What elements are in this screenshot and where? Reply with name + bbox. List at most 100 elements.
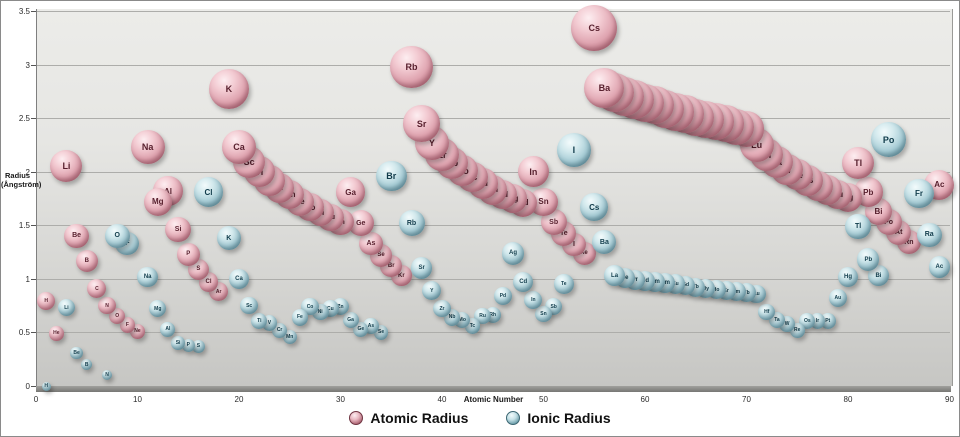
atomic-point-Ca[interactable]: Ca (222, 130, 256, 165)
ionic-point-Hg[interactable]: Hg (837, 266, 859, 287)
ionic-point-Br[interactable]: Br (375, 160, 407, 192)
ionic-point-Tl[interactable]: Tl (845, 213, 871, 240)
ionic-point-Na[interactable]: Na (137, 266, 158, 287)
x-tick-label: 10 (133, 395, 142, 404)
ionic-point-La[interactable]: La (604, 265, 625, 286)
atomic-point-N[interactable]: N (98, 296, 116, 315)
ionic-point-Ra[interactable]: Ra (916, 222, 942, 248)
atomic-point-Ba[interactable]: Ba (584, 68, 625, 109)
ionic-point-Bi[interactable]: Bi (868, 265, 889, 286)
ionic-point-Fe[interactable]: Fe (291, 309, 308, 326)
x-tick-label: 30 (336, 395, 345, 404)
ionic-point-Au[interactable]: Au (828, 289, 847, 308)
atomic-point-In[interactable]: In (517, 156, 550, 188)
gridline (37, 11, 950, 12)
atomic-point-Ga[interactable]: Ga (336, 177, 366, 207)
ionic-point-Hf[interactable]: Hf (758, 303, 776, 321)
ionic-point-S[interactable]: S (191, 339, 205, 353)
ionic-point-Rb[interactable]: Rb (398, 210, 425, 237)
atomic-point-As[interactable]: As (359, 231, 383, 256)
x-tick-label: 20 (234, 395, 244, 404)
ionic-point-Ca[interactable]: Ca (228, 268, 250, 289)
ionic-point-Sc[interactable]: Sc (240, 296, 258, 315)
chart-legend: Atomic Radius Ionic Radius (1, 410, 959, 426)
gridline (37, 225, 950, 227)
y-tick-label: 3.5 (18, 7, 30, 16)
atomic-point-K[interactable]: K (208, 69, 249, 110)
atomic-point-P[interactable]: P (176, 242, 200, 266)
ionic-point-O[interactable]: O (104, 223, 130, 249)
ionic-point-Po[interactable]: Po (871, 122, 906, 157)
ionic-point-Ga[interactable]: Ga (342, 311, 359, 328)
atomic-point-Mg[interactable]: Mg (143, 187, 172, 216)
ionic-point-Ba[interactable]: Ba (592, 230, 617, 255)
ionic-point-N[interactable]: N (101, 370, 113, 381)
y-tick-label: 2.5 (18, 114, 30, 124)
atomic-point-Li[interactable]: Li (50, 150, 83, 183)
y-tick-mark (31, 171, 36, 173)
legend-label-ionic: Ionic Radius (527, 410, 611, 426)
y-tick-mark (31, 386, 36, 387)
y-tick-mark (31, 11, 36, 12)
ionic-point-I[interactable]: I (557, 133, 591, 168)
ionic-point-Ti[interactable]: Ti (251, 312, 268, 329)
x-axis-title: Atomic Number (463, 395, 524, 404)
gridline (37, 332, 950, 334)
ionic-point-In[interactable]: In (524, 291, 543, 310)
atomic-point-H[interactable]: H (37, 292, 56, 311)
atomic-point-Cs[interactable]: Cs (571, 4, 618, 52)
ionic-point-Be[interactable]: Be (70, 346, 83, 360)
legend-item-atomic-radius[interactable]: Atomic Radius (349, 410, 468, 426)
atomic-point-Rb[interactable]: Rb (390, 45, 433, 88)
ionic-point-K[interactable]: K (216, 225, 242, 251)
ionic-point-Sn[interactable]: Sn (535, 305, 552, 323)
x-tick-label: 90 (945, 395, 954, 404)
atomic-point-B[interactable]: B (75, 249, 98, 272)
atomic-point-Be[interactable]: Be (64, 223, 89, 249)
ionic-point-Cl[interactable]: Cl (193, 177, 224, 207)
atomic-point-Tl[interactable]: Tl (842, 147, 875, 180)
ionic-point-Os[interactable]: Os (799, 312, 816, 329)
atomic-point-Na[interactable]: Na (130, 130, 165, 165)
y-tick-mark (31, 225, 36, 227)
ionic-point-Fr[interactable]: Fr (904, 178, 934, 208)
ionic-point-Ac[interactable]: Ac (928, 256, 951, 278)
atomic-point-C[interactable]: C (87, 278, 107, 299)
x-tick-label: 0 (33, 395, 39, 404)
y-tick-mark (31, 278, 36, 280)
ionic-point-Cd[interactable]: Cd (513, 272, 534, 292)
gridline (37, 278, 950, 280)
y-tick-label: 1 (25, 274, 30, 284)
atomic-point-Si[interactable]: Si (165, 216, 191, 243)
ionic-point-Ge[interactable]: Ge (353, 321, 369, 337)
ionic-point-Cs[interactable]: Cs (580, 193, 609, 221)
legend-item-ionic-radius[interactable]: Ionic Radius (506, 410, 611, 426)
ionic-point-Pb[interactable]: Pb (857, 248, 880, 271)
ionic-point-Sr[interactable]: Sr (411, 257, 433, 279)
x-tick-label: 50 (539, 395, 548, 404)
ionic-point-Pd[interactable]: Pd (493, 286, 513, 306)
ionic-point-Li[interactable]: Li (57, 299, 76, 317)
x-axis-line (36, 386, 951, 392)
ionic-point-B[interactable]: B (81, 358, 93, 371)
y-tick-mark (31, 118, 36, 120)
y-axis-title-line2: (Ångström) (1, 180, 42, 189)
y-tick-label: 1.5 (18, 221, 30, 231)
ionic-point-Zr[interactable]: Zr (433, 300, 451, 318)
ionic-point-Y[interactable]: Y (422, 281, 442, 301)
ionic-point-H[interactable]: H (41, 381, 51, 391)
atomic-point-F[interactable]: F (119, 317, 136, 333)
atomic-point-O[interactable]: O (109, 308, 126, 325)
ionic-point-Al[interactable]: Al (160, 321, 176, 337)
y-tick-label: 2 (25, 167, 30, 177)
ionic-point-Te[interactable]: Te (553, 274, 574, 295)
ionic-point-P[interactable]: P (181, 338, 195, 352)
ionic-point-Mg[interactable]: Mg (149, 300, 167, 318)
y-tick-label: 0 (25, 382, 30, 391)
atomic-point-He[interactable]: He (49, 326, 64, 341)
atomic-point-Sr[interactable]: Sr (403, 105, 440, 142)
y-axis-title: Radius (Ångström) (1, 171, 41, 189)
ionic-point-Si[interactable]: Si (171, 336, 185, 350)
ionic-point-Ag[interactable]: Ag (501, 241, 525, 265)
x-tick-label: 70 (742, 395, 751, 404)
